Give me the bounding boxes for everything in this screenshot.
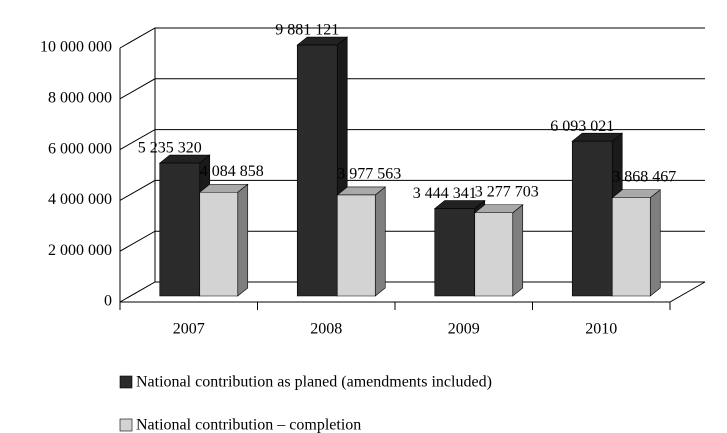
bar [473,204,524,297]
legend-swatch [119,375,133,389]
y-tick-label: 0 [104,293,112,310]
x-tick-label: 2007 [173,321,205,338]
bar [198,183,249,297]
grid-line [119,78,705,100]
bar-front [336,194,376,297]
bar-side [374,186,386,297]
grid-line [119,27,705,49]
x-tick-label: 2008 [310,321,342,338]
bar [336,186,387,297]
y-tick-label: 8 000 000 [48,89,112,106]
bar-front [199,191,239,297]
data-label: 3 977 563 [337,166,401,183]
y-tick-label: 4 000 000 [48,191,112,208]
grid-line [119,129,705,151]
data-label: 3 277 703 [475,183,539,200]
x-tick-label: 2010 [585,321,617,338]
bar-front [571,140,613,297]
data-label: 3 868 467 [612,168,676,185]
y-tick-label: 2 000 000 [48,242,112,259]
legend-label: National contribution – completion [136,417,361,433]
bar-front [296,44,338,297]
bar-front [434,208,476,297]
bar-side [512,204,524,297]
grid-line [119,179,705,201]
bar-front [611,197,651,297]
data-label: 4 084 858 [200,163,264,180]
legend-label: National contribution as planed (amendme… [136,374,492,391]
bar-side [237,183,249,297]
data-label: 6 093 021 [550,118,614,135]
bar-side [649,189,661,297]
bar-front [159,162,201,297]
bar-front [474,212,514,297]
data-label: 3 444 341 [413,185,477,202]
bar [611,189,662,297]
data-label: 5 235 320 [138,140,202,157]
data-label: 9 881 121 [275,22,339,39]
legend-swatch [119,418,133,432]
y-tick-label: 10 000 000 [40,39,112,56]
x-tick-label: 2009 [448,321,480,338]
y-tick-label: 6 000 000 [48,140,112,157]
